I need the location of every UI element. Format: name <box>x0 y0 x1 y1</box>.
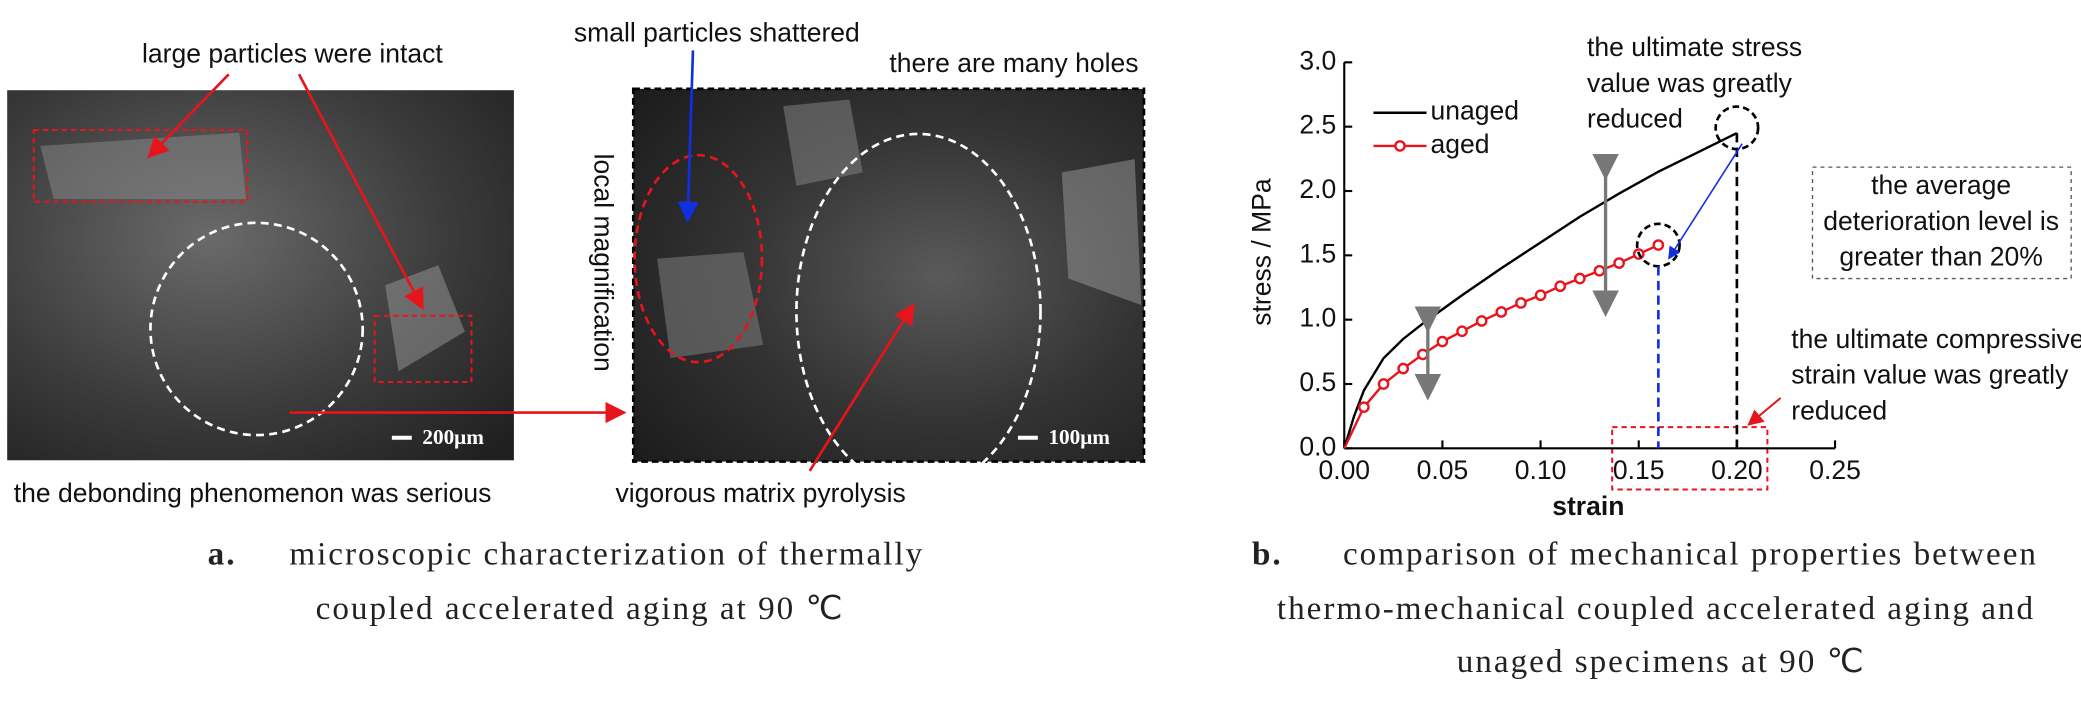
annotation: reduced <box>1587 104 1683 134</box>
x-tick-label: 0.15 <box>1613 455 1665 485</box>
scale-label: 100μm <box>1048 425 1110 449</box>
series-line <box>1343 243 1659 449</box>
y-tick-label: 2.0 <box>1299 174 1336 204</box>
data-point <box>1397 362 1409 375</box>
data-point <box>1436 335 1449 348</box>
texture <box>40 132 246 199</box>
y-tick-label: 2.5 <box>1299 110 1336 140</box>
y-tick-label: 0.0 <box>1299 431 1336 461</box>
arrow <box>808 302 915 472</box>
data-point <box>1613 257 1625 269</box>
caption: unaged specimens at 90 ℃ <box>1457 643 1866 680</box>
annotation: there are many holes <box>889 48 1138 78</box>
annotation: reduced <box>1791 396 1887 426</box>
highlight-box <box>373 314 473 384</box>
annotation: the debonding phenomenon was serious <box>14 478 492 508</box>
legend-label: unaged <box>1430 96 1518 126</box>
caption: microscopic characterization of thermall… <box>289 536 924 573</box>
annotation: vigorous matrix pyrolysis <box>615 478 905 508</box>
caption: comparison of mechanical properties betw… <box>1343 536 2038 573</box>
arrow <box>1668 143 1743 260</box>
data-point <box>1416 348 1429 361</box>
plot: 0.00 0.05 0.10 0.15 0.20 0.25 0.0 0.5 1.0 1.5 2.0 2… <box>1299 45 1860 485</box>
data-point <box>1534 289 1547 302</box>
data-point <box>1495 306 1508 318</box>
highlight-box <box>1611 426 1769 491</box>
annotation: the ultimate compressive <box>1791 324 2081 354</box>
annotation: deterioration level is <box>1823 206 2059 236</box>
data-point <box>1652 239 1665 251</box>
y-tick-label: 3.0 <box>1299 45 1336 75</box>
scale-label: 200μm <box>422 425 484 449</box>
x-tick-label: 0.25 <box>1809 455 1861 485</box>
caption-label: b. <box>1252 536 1283 573</box>
legend-label: aged <box>1430 129 1489 159</box>
texture <box>783 99 863 186</box>
texture <box>1061 159 1142 306</box>
caption-label: a. <box>208 536 237 573</box>
y-tick-label: 0.5 <box>1299 367 1336 397</box>
data-point <box>1554 280 1567 293</box>
annotation: greater than 20% <box>1839 242 2042 272</box>
data-point <box>1358 401 1370 414</box>
x-axis-label: strain <box>1552 491 1624 521</box>
annotation: strain value was greatly <box>1791 360 2069 390</box>
data-point <box>1593 264 1606 277</box>
arrow <box>1747 397 1782 426</box>
legend-marker <box>1394 140 1406 152</box>
data-point <box>1515 297 1527 309</box>
annotation: value was greatly <box>1587 68 1793 98</box>
x-tick-label: 0.05 <box>1417 455 1469 485</box>
data-point <box>1475 315 1488 327</box>
data-point <box>1377 378 1390 390</box>
y-tick-label: 1.5 <box>1299 238 1336 268</box>
annotation: small particles shattered <box>574 17 860 47</box>
caption: thermo-mechanical coupled accelerated ag… <box>1277 590 2035 627</box>
x-tick-label: 0.10 <box>1515 455 1567 485</box>
arrow <box>147 73 230 159</box>
highlight-circle <box>633 153 764 364</box>
annotation-box <box>1811 166 2072 280</box>
annotation: the average <box>1871 170 2011 200</box>
arrow <box>677 50 699 223</box>
data-point <box>1573 272 1586 285</box>
y-axis-label: stress / MPa <box>1246 178 1276 326</box>
series-line <box>1343 132 1738 449</box>
ultimate-circle <box>1714 105 1760 151</box>
x-tick-label: 0.20 <box>1711 455 1763 485</box>
annotation: the ultimate stress <box>1587 32 1802 62</box>
data-point <box>1456 325 1468 338</box>
x-tick-label: 0.00 <box>1318 455 1370 485</box>
arrow <box>297 73 424 311</box>
annotation: local magnification <box>588 154 618 372</box>
y-tick-label: 1.0 <box>1299 303 1336 333</box>
annotation: large particles were intact <box>142 39 443 69</box>
highlight-circle <box>795 132 1042 491</box>
caption: coupled accelerated aging at 90 ℃ <box>316 590 845 627</box>
highlight-circle <box>149 221 365 437</box>
texture <box>657 252 764 359</box>
